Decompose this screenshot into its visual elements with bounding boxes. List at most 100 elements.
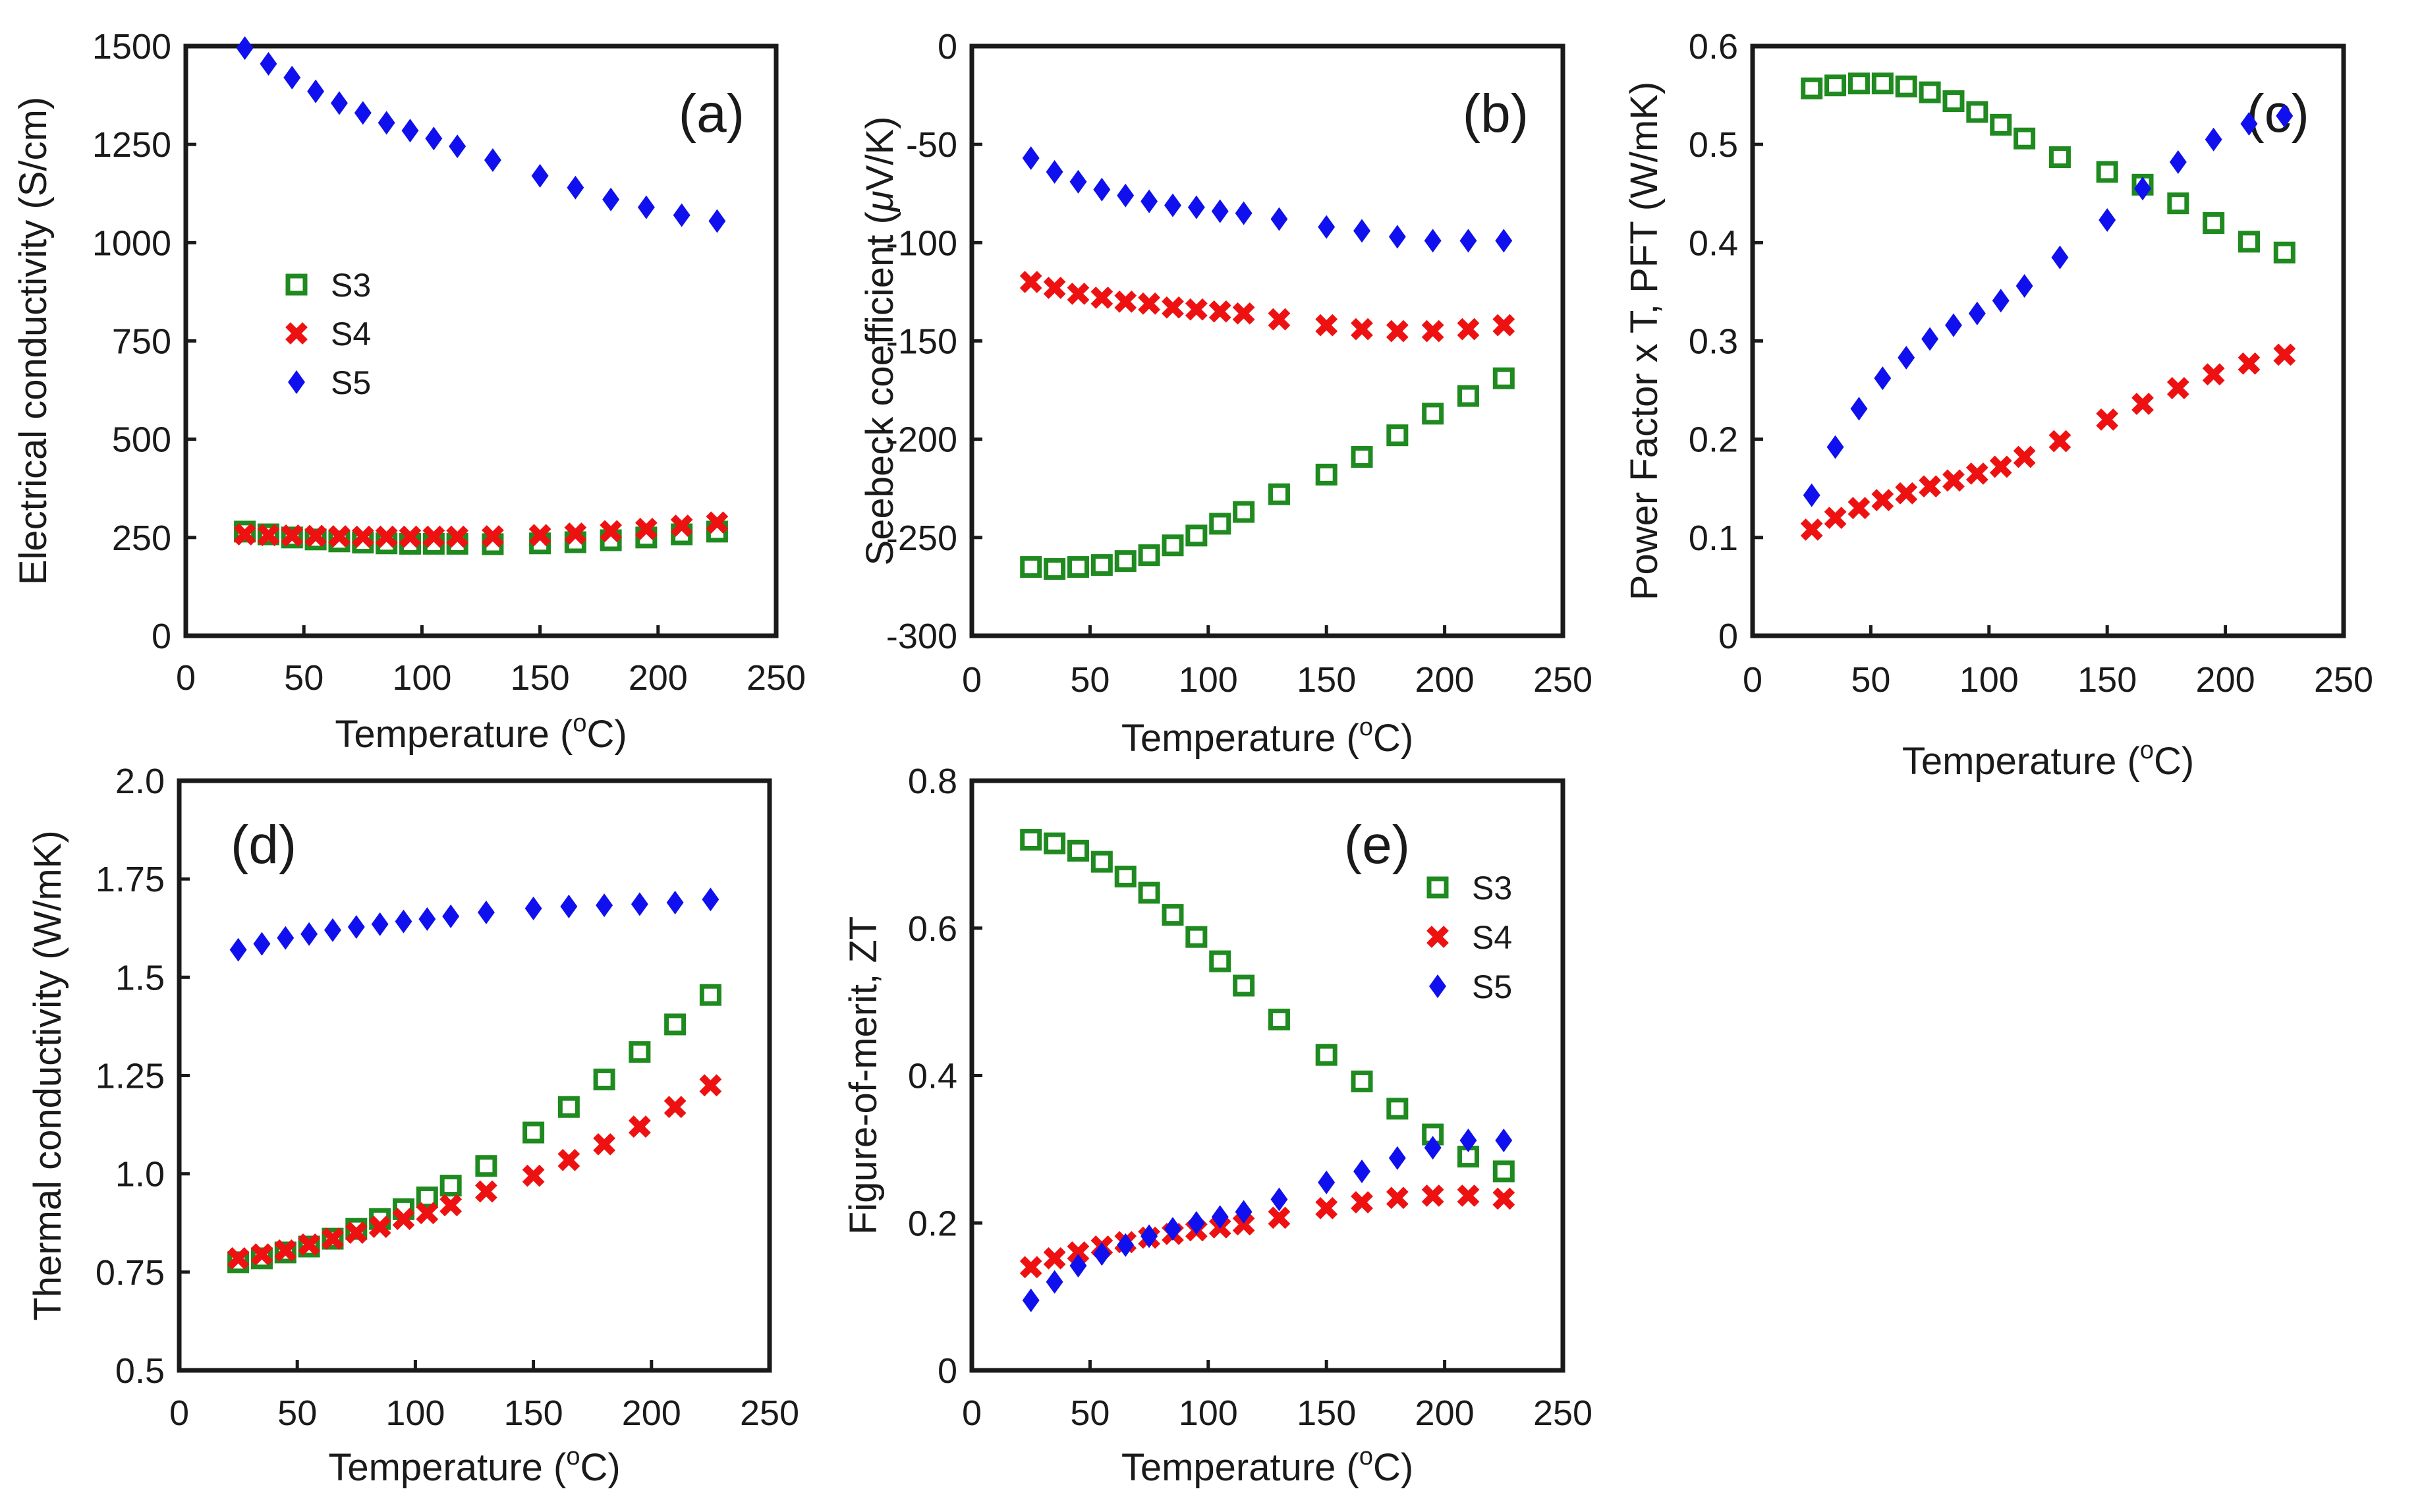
y-axis-title: Seebeck coefficient (μV/K) — [859, 117, 901, 566]
data-point-S3 — [1114, 550, 1137, 573]
series-S5 — [1803, 103, 2294, 507]
data-point-S3 — [1492, 1160, 1515, 1183]
data-point-S3 — [274, 1241, 296, 1264]
y-axis-title-text: Seebeck coefficient ( — [859, 211, 901, 565]
y-tick-label: -50 — [906, 125, 957, 165]
data-point-S5 — [1235, 201, 1253, 225]
x-axis-title-text: Temperature ( — [328, 1446, 566, 1489]
data-point-S5 — [347, 914, 365, 939]
legend-label: S3 — [331, 267, 371, 304]
data-point-S5 — [2240, 111, 2258, 136]
data-point-S3 — [1162, 904, 1184, 926]
y-tick-label: -200 — [886, 420, 957, 460]
data-point-S4 — [2166, 377, 2189, 399]
data-point-S5 — [1069, 1254, 1087, 1278]
data-point-S5 — [1046, 159, 1063, 184]
data-point-S3 — [322, 1227, 344, 1250]
data-point-S4 — [557, 1148, 580, 1171]
data-point-S5 — [1117, 183, 1135, 208]
data-point-S3 — [1847, 72, 1870, 95]
data-point-S5 — [2134, 177, 2151, 201]
legend-label: S5 — [331, 364, 371, 401]
data-point-S3 — [1990, 113, 2012, 136]
x-tick-label: 50 — [1851, 660, 1890, 700]
data-point-S3 — [234, 520, 256, 543]
data-point-S3 — [699, 984, 721, 1006]
data-point-S3 — [1114, 865, 1137, 887]
data-point-S5 — [1164, 193, 1181, 217]
y-tick-label: 0.8 — [908, 762, 957, 801]
data-point-S3 — [1492, 367, 1515, 389]
data-point-S3 — [1895, 75, 1917, 98]
data-point-S5 — [1117, 1233, 1135, 1257]
data-point-S5 — [331, 91, 348, 115]
data-point-S5 — [1992, 289, 2010, 313]
y-tick-label: -300 — [886, 617, 957, 656]
y-tick-label: 0 — [152, 617, 171, 656]
x-tick-label: 0 — [1743, 660, 1762, 700]
x-tick-label: 250 — [2314, 660, 2373, 700]
data-point-S4 — [482, 525, 504, 547]
y-tick-label: 0.5 — [115, 1351, 165, 1391]
data-point-S4 — [1208, 300, 1231, 323]
y-tick-label: 1.0 — [115, 1155, 165, 1194]
data-point-S5 — [1459, 229, 1477, 253]
data-point-S4 — [1043, 277, 1066, 299]
x-tick-label: 0 — [962, 660, 982, 700]
y-tick-label: 0 — [938, 27, 957, 67]
y-tick-label: 0.1 — [1689, 518, 1738, 558]
data-point-S4 — [439, 1194, 463, 1217]
data-point-S5 — [442, 904, 460, 928]
data-point-S5 — [283, 65, 301, 90]
data-point-S4 — [699, 1074, 722, 1097]
x-axis-title-sup: o — [566, 1443, 580, 1470]
data-point-S3 — [2238, 231, 2260, 253]
data-point-S3 — [1386, 1098, 1409, 1120]
panel-label: (d) — [231, 815, 296, 875]
x-axis-title-text: Temperature ( — [1902, 740, 2140, 783]
panel-d: 0 50 100 150 200 250 0.5 0.75 1.0 1.25 1.5 1.75 2.0 T… — [26, 762, 799, 1489]
data-point-S5 — [631, 892, 648, 916]
data-point-S5 — [531, 163, 549, 188]
data-point-S5 — [1826, 435, 1844, 459]
data-point-S3 — [1422, 403, 1444, 425]
data-point-S5 — [1945, 313, 1962, 337]
data-point-S4 — [1019, 1256, 1042, 1279]
data-point-S5 — [2051, 245, 2069, 269]
data-point-S3 — [1044, 558, 1066, 580]
data-point-S4 — [1315, 1196, 1338, 1219]
data-point-S5 — [1141, 1224, 1158, 1248]
panel-label: (b) — [1463, 84, 1529, 144]
data-point-S3 — [2167, 192, 2189, 215]
x-tick-label: 200 — [622, 1393, 681, 1433]
x-tick-label: 150 — [511, 658, 570, 698]
x-tick-label: 50 — [277, 1393, 317, 1433]
y-axis-title: Electrical conductivity (S/cm) — [12, 97, 55, 585]
y-tick-label: 1000 — [92, 223, 171, 263]
data-point-S5 — [260, 51, 277, 76]
series-S5 — [229, 887, 719, 962]
data-point-S3 — [593, 1068, 615, 1090]
data-point-S4 — [2202, 363, 2225, 386]
data-point-S5 — [1022, 1288, 1040, 1312]
data-point-S3 — [1185, 524, 1208, 547]
data-point-S4 — [1232, 302, 1255, 325]
data-point-S5 — [1235, 1200, 1253, 1224]
y-tick-label: 500 — [112, 420, 171, 460]
data-point-S3 — [1090, 554, 1113, 576]
data-point-S4 — [345, 1221, 368, 1245]
data-point-S4 — [564, 522, 587, 545]
x-axis-title: Temperature (oC) — [328, 1443, 620, 1489]
data-point-S4 — [416, 1202, 439, 1225]
data-point-S4 — [233, 523, 256, 546]
data-point-S3 — [1386, 424, 1409, 447]
data-point-S4 — [1871, 489, 1894, 512]
data-point-S5 — [702, 887, 719, 912]
data-point-S5 — [1164, 1217, 1181, 1241]
legend-marker-S3 — [285, 273, 308, 296]
data-point-S4 — [1351, 1191, 1373, 1214]
x-axis-title: Temperature (oC) — [1121, 1443, 1413, 1489]
series-S5 — [1022, 146, 1513, 253]
data-point-S5 — [1211, 1205, 1229, 1229]
x-axis-title-text: Temperature ( — [335, 713, 573, 756]
